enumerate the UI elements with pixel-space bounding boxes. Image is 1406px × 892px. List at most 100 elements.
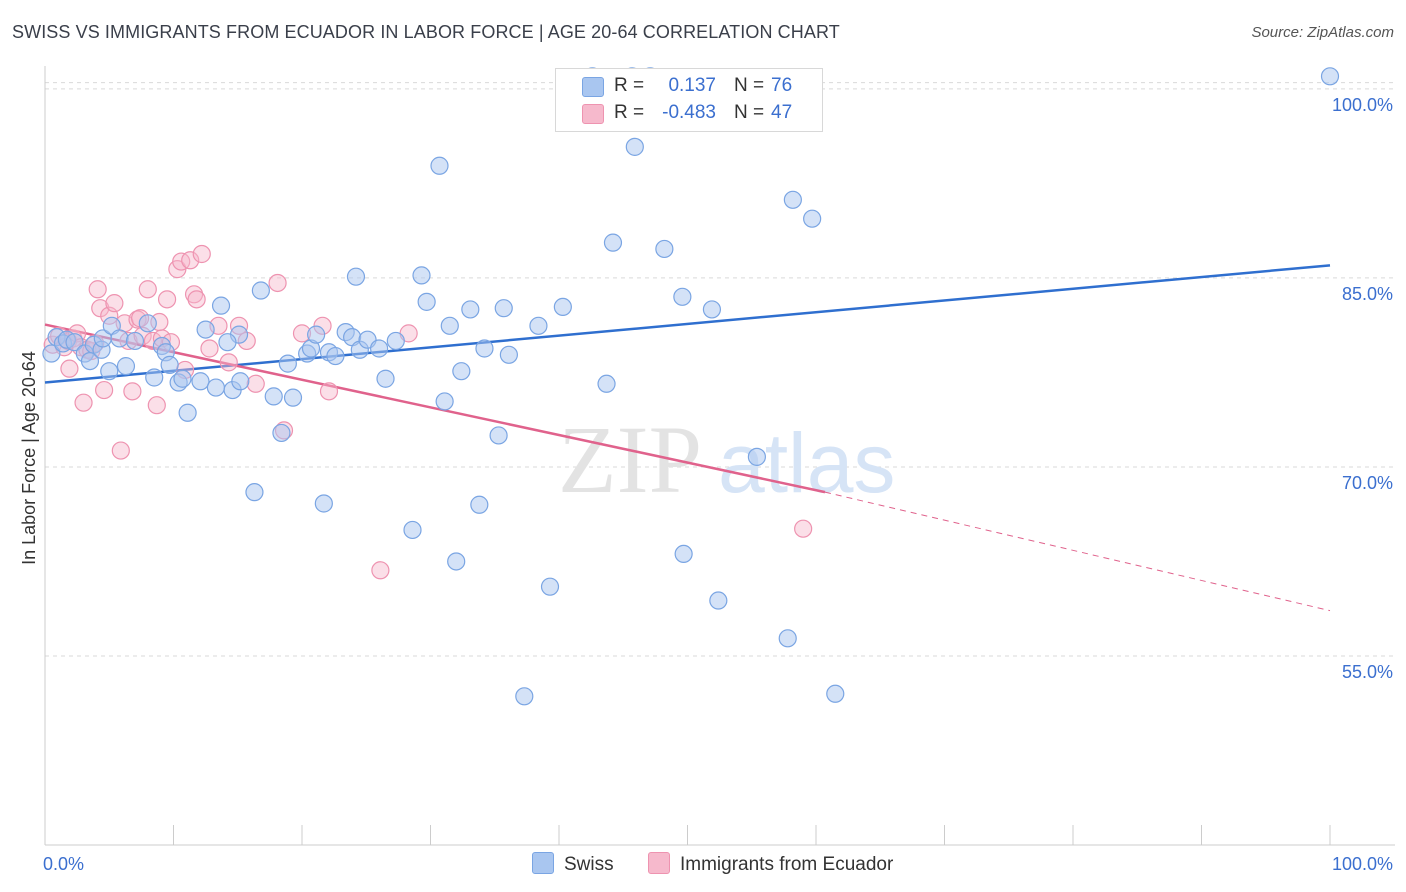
x-tick-label: 100.0% [1332,854,1393,874]
swiss-n-label: N = [734,75,765,96]
swiss-point [206,378,226,397]
swiss-point [470,495,489,514]
swiss-point [160,355,179,374]
y-tick-label: 55.0% [1342,662,1393,682]
ecuador-point [74,393,93,412]
ecuador-point [105,294,124,313]
ecuador-point [187,290,206,309]
swiss-point [494,299,513,318]
swiss-point [125,331,145,351]
swiss-point [138,314,157,333]
ecuador-r-value: -0.483 [662,102,716,123]
legend-item-swiss: Swiss [532,852,614,876]
ecuador-n-value: 47 [771,102,793,123]
ecuador-point [246,374,265,393]
ecuador-legend-swatch [648,852,670,874]
swiss-trend-line [44,264,1331,384]
swiss-point [231,372,250,391]
swiss-point [42,344,61,363]
axes [44,66,1395,846]
swiss-point [100,362,119,381]
swiss-point [178,403,197,422]
ecuador-point [138,280,157,299]
swiss-point [370,339,389,358]
swiss-point [278,354,297,373]
swiss-point [709,591,728,610]
swiss-point [515,687,534,706]
ecuador-r-label: R = [614,102,645,123]
ecuador-point [268,273,287,293]
trend-lines [44,264,1331,612]
ecuador-trend-line [44,323,826,494]
swiss-point [783,190,802,209]
swiss-point [489,426,508,445]
y-tick-label: 85.0% [1342,284,1393,304]
swiss-point [346,267,366,286]
swiss-point [173,369,192,388]
swiss-point [272,423,291,443]
ecuador-point [147,396,166,415]
swiss-point [435,392,454,411]
x-tick-label: 0.0% [43,854,84,874]
swiss-point [403,520,422,540]
swiss-swatch [582,77,604,97]
ecuador-point [319,382,339,401]
y-tick-labels: 55.0% 70.0% 85.0% 100.0% [1332,95,1393,682]
ecuador-point [794,519,813,538]
swiss-point [191,372,210,391]
swiss-point [251,281,270,300]
swiss-point [447,552,466,571]
y-tick-label: 70.0% [1342,473,1393,493]
ecuador-point [192,244,211,264]
swiss-point [803,209,822,228]
swiss-point [110,329,129,348]
ecuador-point [157,290,177,309]
watermark-atlas: atlas [718,416,895,510]
swiss-legend-swatch [532,852,554,874]
swiss-point [417,292,436,311]
swiss-point [778,629,797,648]
swiss-point [283,388,303,407]
ecuador-point [111,441,130,460]
swiss-r-value: 0.137 [668,75,716,96]
swiss-point [747,447,766,466]
ecuador-point [371,561,390,580]
source-label: Source: ZipAtlas.com [1251,24,1394,41]
swiss-point [314,494,333,513]
swiss-point [553,297,572,317]
swiss-point [245,483,264,502]
stats-legend: R = 0.137 N = 76 R = -0.483 N = 47 [555,68,823,132]
legend-row-swiss: R = 0.137 N = 76 [556,73,822,99]
swiss-point [673,287,692,306]
chart-title: SWISS VS IMMIGRANTS FROM ECUADOR IN LABO… [12,22,840,42]
ecuador-swatch [582,104,604,124]
legend-row-ecuador: R = -0.483 N = 47 [556,100,822,126]
swiss-legend-label: Swiss [564,854,614,875]
swiss-point [475,339,494,358]
swiss-point [386,331,405,351]
swiss-point [1320,67,1340,86]
swiss-point [529,316,548,335]
ecuador-point [200,339,219,358]
swiss-point [674,544,693,564]
swiss-point [655,239,674,259]
ecuador-point [60,359,79,378]
swiss-point [702,300,722,319]
ecuador-point [123,382,142,401]
swiss-point [603,233,623,252]
swiss-point [499,345,518,364]
ecuador-n-label: N = [734,102,765,123]
swiss-point [307,325,326,344]
y-axis-label: In Labor Force | Age 20-64 [19,351,39,565]
watermark-zip: ZIP [558,406,702,513]
swiss-point [597,374,616,393]
swiss-point [218,333,237,352]
ecuador-point [184,285,204,304]
swiss-n-value: 76 [771,75,793,96]
legend-item-ecuador: Immigrants from Ecuador [648,852,893,876]
swiss-point [65,333,84,352]
watermark: ZIP atlas [558,406,895,513]
swiss-r-label: R = [614,75,645,96]
swiss-point [145,368,164,387]
ecuador-legend-label: Immigrants from Ecuador [680,854,894,875]
